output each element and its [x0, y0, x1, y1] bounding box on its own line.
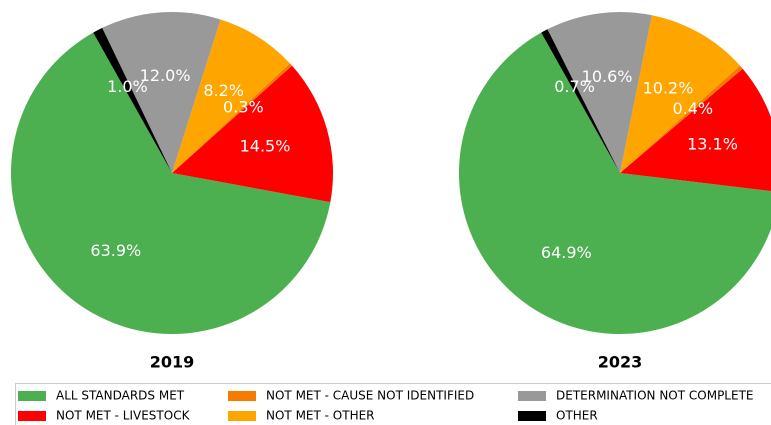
pie-slice [620, 15, 740, 173]
pie-slice [102, 12, 221, 173]
legend-label: NOT MET - OTHER [266, 409, 375, 423]
pie-slice [620, 65, 743, 173]
slice-label: 13.1% [687, 135, 738, 154]
slice-label: 10.2% [643, 79, 694, 98]
pie-slice [547, 12, 652, 174]
slice-label: 0.4% [672, 99, 713, 118]
legend-label: DETERMINATION NOT COMPLETE [556, 389, 753, 403]
legend-swatch [18, 411, 46, 421]
slice-label: 0.7% [554, 77, 595, 96]
slice-label: 8.2% [203, 81, 244, 100]
legend-swatch [228, 391, 256, 401]
pie-slice [172, 19, 290, 173]
legend-swatch [228, 411, 256, 421]
slice-label: 0.3% [223, 97, 264, 116]
chart-title: 2019 [150, 353, 195, 372]
legend-label: NOT MET - LIVESTOCK [56, 409, 191, 423]
chart-title: 2023 [598, 353, 643, 372]
slice-label: 12.0% [140, 66, 191, 85]
slice-label: 10.6% [582, 67, 633, 86]
legend-label: OTHER [556, 409, 598, 423]
legend-label: NOT MET - CAUSE NOT IDENTIFIED [266, 389, 474, 403]
pie-slice [93, 27, 172, 173]
pie-slice [172, 65, 333, 203]
pie-slice [541, 29, 620, 173]
legend-box [15, 383, 771, 425]
pie-slice [459, 32, 771, 334]
legend-swatch [18, 391, 46, 401]
pie-slice [620, 68, 771, 192]
slice-label: 64.9% [541, 243, 592, 262]
legend-swatch [518, 411, 546, 421]
legend-swatch [518, 391, 546, 401]
slice-label: 63.9% [90, 241, 141, 260]
slice-label: 14.5% [240, 136, 291, 155]
pie-slice [172, 63, 292, 173]
slice-label: 1.0% [107, 77, 148, 96]
pie-slice [10, 32, 331, 334]
legend-label: ALL STANDARDS MET [56, 389, 185, 403]
